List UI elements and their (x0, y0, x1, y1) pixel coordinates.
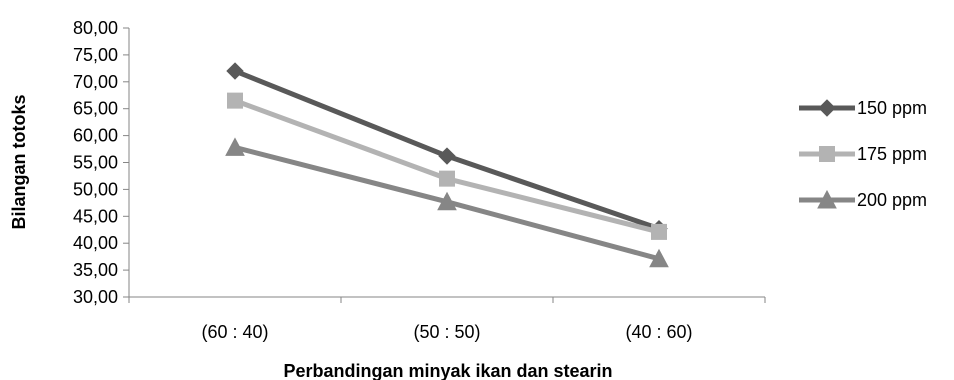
legend-label: 200 ppm (857, 190, 927, 210)
x-tick-label: (40 : 60) (625, 322, 692, 342)
data-point (649, 248, 669, 268)
legend-marker (819, 146, 835, 162)
x-axis: (60 : 40) (50 : 50) (40 : 60) (128, 296, 766, 342)
x-axis-title: Perbandingan minyak ikan dan stearin (283, 361, 612, 380)
series-1 (226, 62, 668, 238)
x-tick-label: (60 : 40) (201, 322, 268, 342)
data-point (651, 223, 667, 240)
series-layer (225, 62, 669, 268)
legend-item: 150 ppm (799, 98, 927, 118)
y-tick-label: 75,00 (73, 45, 118, 65)
data-point (227, 92, 243, 109)
y-tick-label: 60,00 (73, 126, 118, 146)
legend-marker (817, 189, 837, 209)
y-axis: 30,00 35,00 40,00 45,00 50,00 55,00 60,00 65,00… (73, 18, 130, 307)
y-tick-label: 40,00 (73, 233, 118, 253)
y-tick-label: 35,00 (73, 260, 118, 280)
legend-label: 150 ppm (857, 98, 927, 118)
series-3 (225, 137, 669, 268)
data-point (439, 170, 455, 187)
data-point (226, 62, 244, 80)
y-tick-label: 80,00 (73, 18, 118, 38)
data-point (437, 191, 457, 211)
y-axis-title: Bilangan totoks (9, 94, 29, 229)
data-point (225, 137, 245, 156)
legend-marker (818, 99, 836, 117)
y-tick-label: 50,00 (73, 179, 118, 199)
legend: 150 ppm 175 ppm 200 ppm (799, 98, 927, 210)
legend-item: 200 ppm (799, 189, 927, 210)
legend-label: 175 ppm (857, 144, 927, 164)
legend-item: 175 ppm (799, 144, 927, 164)
y-tick-label: 70,00 (73, 72, 118, 92)
y-tick-label: 45,00 (73, 206, 118, 226)
x-tick-label: (50 : 50) (413, 322, 480, 342)
y-tick-label: 30,00 (73, 287, 118, 307)
y-tick-label: 65,00 (73, 99, 118, 119)
data-point (438, 147, 456, 165)
series-2 (227, 92, 667, 240)
y-tick-label: 55,00 (73, 153, 118, 173)
